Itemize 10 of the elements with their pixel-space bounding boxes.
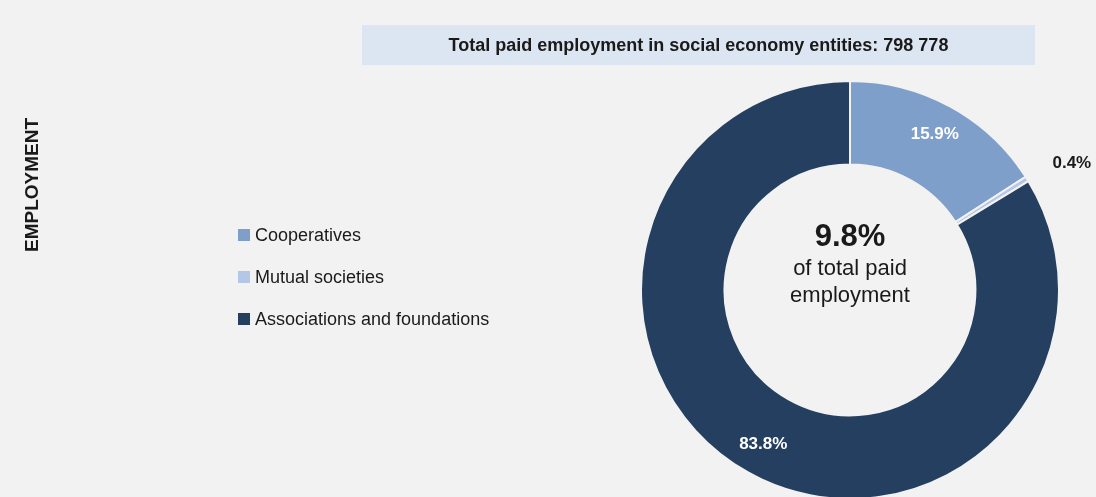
text: EMPLOYMENT	[21, 117, 43, 253]
text: 9.8%	[813, 218, 887, 254]
text: of total paid employment	[789, 254, 911, 308]
data-label: 83.8%	[739, 434, 788, 454]
data-label: 15.9%	[910, 124, 959, 144]
legend-label: Cooperatives	[255, 224, 362, 246]
data-label: 0.4%	[1052, 152, 1092, 172]
legend-label: Mutual societies	[255, 266, 385, 288]
chart-title: Total paid employment in social economy entities: 798 778	[362, 25, 1035, 65]
legend-label: Associations and foundations	[255, 308, 490, 330]
